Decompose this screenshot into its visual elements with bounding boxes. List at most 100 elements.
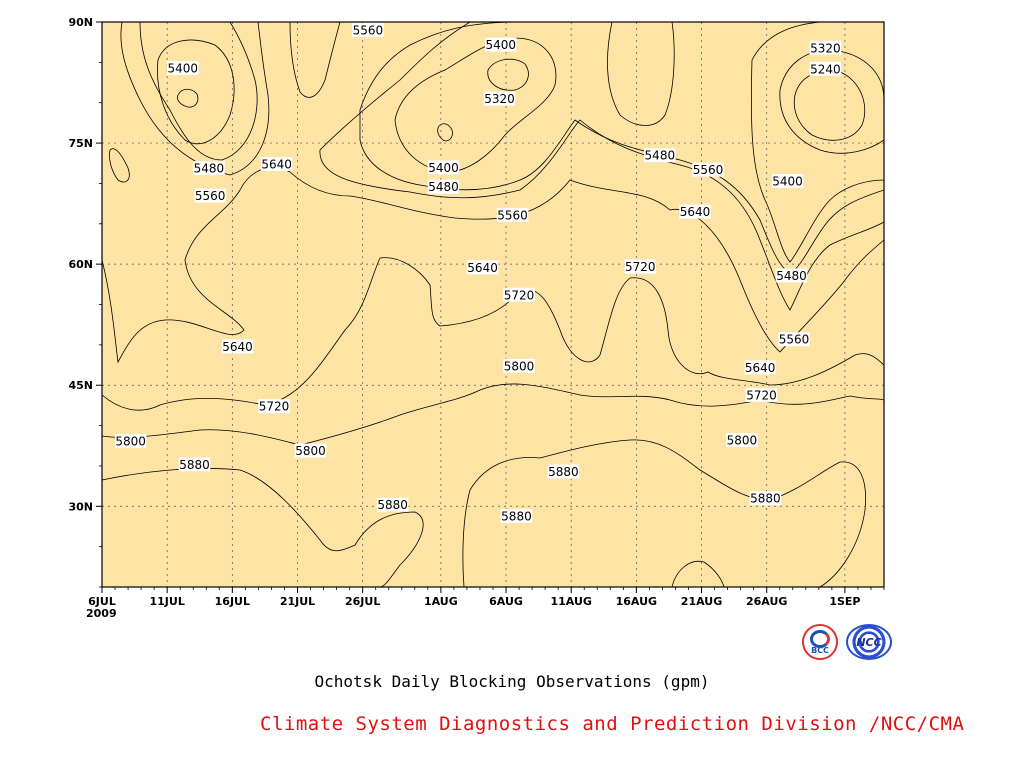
contour-label-bg — [260, 157, 293, 172]
contour-label-bg — [167, 61, 199, 76]
contour-label: 5400 — [168, 62, 199, 76]
contour-label-bg — [749, 491, 782, 506]
contour-label-bg — [194, 188, 226, 203]
contour-label: 5400 — [772, 175, 803, 189]
x-tick-label: 16JUL — [215, 595, 250, 608]
x-tick-label: 11AUG — [550, 595, 591, 608]
bcc-logo: BCC — [802, 624, 838, 660]
x-year-label: 2009 — [86, 607, 117, 620]
contour-label-bg — [775, 268, 808, 283]
y-tick-label: 60N — [68, 258, 93, 271]
contour-label-bg — [503, 287, 535, 302]
band-5800-5880-pocket — [671, 560, 725, 587]
contour-label-bg — [679, 204, 711, 219]
y-axis: 30N 45N 60N 75N 90N — [68, 16, 102, 588]
x-axis: 6JUL 11JUL 16JUL 21JUL 26JUL 1AUG 6AUG 11AUG 16A… — [88, 587, 885, 608]
contour-label-bg — [427, 179, 460, 194]
x-tick-label: 21AUG — [681, 595, 722, 608]
contour-label: 5640 — [680, 205, 711, 219]
contour-label-bg — [644, 148, 676, 163]
contour-label: 5560 — [693, 163, 724, 177]
band-5640-5720-n-spot — [289, 22, 341, 98]
contour-label-bg — [466, 260, 499, 275]
bcc-logo-text: BCC — [811, 646, 829, 655]
contour-label: 5480 — [194, 162, 225, 176]
contour-label: 5720 — [746, 388, 777, 402]
contour-label-bg — [744, 360, 776, 375]
band-5240-5320-west — [177, 88, 199, 108]
grid — [102, 22, 884, 587]
ncc-logo-text: NCC — [856, 636, 882, 649]
contour-label-bg — [352, 23, 384, 38]
x-tick-label: 1SEP — [829, 595, 860, 608]
contour-label-bg — [726, 433, 758, 448]
contour-label-bg — [745, 387, 778, 402]
contour-label: 5480 — [428, 180, 459, 194]
ncc-logo: NCC — [846, 624, 892, 660]
contour-label: 5880 — [548, 465, 579, 479]
contour-label: 5800 — [504, 359, 535, 373]
contour-label-bg — [114, 433, 147, 448]
x-tick-label: 26JUL — [345, 595, 380, 608]
contour-label: 5400 — [486, 38, 517, 52]
contour-label-bg — [809, 61, 842, 76]
x-tick-label: 6JUL — [88, 595, 116, 608]
contour-label-bg — [376, 497, 409, 512]
contour-label-bg — [503, 358, 535, 373]
contour-label: 5880 — [179, 458, 210, 472]
contour-label-bg — [809, 40, 842, 55]
contour-label: 5720 — [625, 260, 656, 274]
contour-label-bg — [485, 37, 517, 52]
contour-label-bg — [193, 161, 225, 176]
contour-label: 5560 — [779, 333, 810, 347]
x-tick-label: 21JUL — [280, 595, 315, 608]
x-tick-label: 1AUG — [424, 595, 458, 608]
y-tick-label: 90N — [68, 16, 93, 29]
contour-label: 5640 — [261, 158, 292, 172]
band-5320-5400-east — [607, 22, 884, 263]
contour-label: 5720 — [259, 400, 290, 414]
contour-label-bg — [624, 259, 657, 274]
contour-label: 5880 — [750, 492, 781, 506]
contour-label: 5800 — [727, 434, 758, 448]
contour-label-bg — [778, 332, 810, 347]
contour-label-bg — [294, 443, 327, 458]
contour-label-bg — [771, 174, 804, 189]
contour-label-bg — [547, 464, 580, 479]
contour-label: 5800 — [115, 434, 146, 448]
x-tick-label: 16AUG — [616, 595, 657, 608]
contour-label-bg — [427, 160, 460, 175]
contour-label: 5560 — [195, 189, 226, 203]
band-5480-5560 — [102, 22, 884, 311]
contour-label-bg — [500, 508, 533, 523]
band-5720-5800 — [102, 257, 884, 587]
contour-label: 5560 — [353, 24, 384, 38]
band-5640-5720 — [102, 167, 884, 587]
chart-title: Ochotsk Daily Blocking Observations (gpm… — [314, 672, 710, 691]
band-5400-5480 — [139, 22, 884, 273]
contour-label: 5400 — [428, 161, 459, 175]
credit-line: Climate System Diagnostics and Predictio… — [260, 713, 965, 735]
contour-label: 5720 — [504, 288, 535, 302]
contour-label: 5480 — [645, 149, 676, 163]
contour-label-bg — [221, 339, 254, 354]
contour-label-bg — [692, 162, 724, 177]
y-tick-label: 75N — [68, 137, 93, 150]
y-tick-label: 30N — [68, 500, 93, 513]
contour-label: 5800 — [295, 444, 326, 458]
contour-label: 5480 — [776, 269, 807, 283]
band-5320-5400-west — [157, 39, 235, 145]
x-tick-label: 6AUG — [489, 595, 523, 608]
x-tick-label: 11JUL — [149, 595, 184, 608]
contour-label: 5880 — [501, 509, 532, 523]
y-tick-label: 45N — [68, 379, 93, 392]
contour-label: 5640 — [222, 340, 253, 354]
contour-label-bg — [496, 207, 529, 222]
band-5800-5880 — [102, 383, 884, 587]
contour-label: 5640 — [467, 261, 498, 275]
band-5640-5720-nw-spot — [109, 148, 130, 183]
contour-label: 5240 — [810, 62, 841, 76]
bcc-swirl-icon — [810, 630, 830, 648]
